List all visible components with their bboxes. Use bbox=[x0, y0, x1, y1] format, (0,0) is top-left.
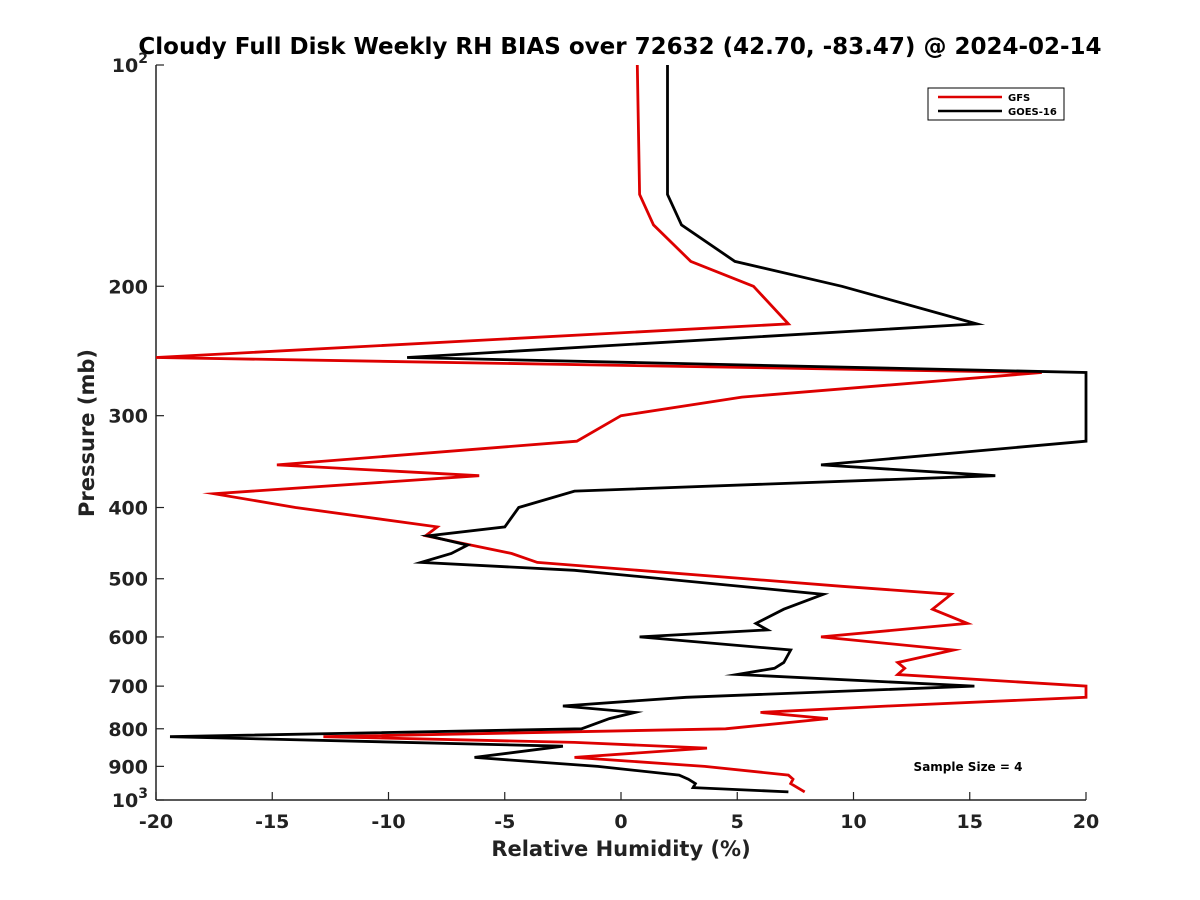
x-tick-label: -10 bbox=[371, 811, 405, 833]
x-tick-label: -20 bbox=[139, 811, 173, 833]
y-tick-label-base: 700 bbox=[108, 676, 148, 698]
x-ticks: -20 -15 -10 -5 0 5 10 15 20 bbox=[139, 792, 1099, 833]
y-tick-label: 102 bbox=[112, 51, 148, 77]
y-tick-label: 200 bbox=[108, 276, 148, 298]
y-tick-label: 500 bbox=[108, 569, 148, 591]
y-tick-label: 400 bbox=[108, 498, 148, 520]
series-line-goes16 bbox=[169, 65, 1088, 794]
x-tick-label: 20 bbox=[1073, 811, 1099, 833]
x-tick-label: 5 bbox=[731, 811, 744, 833]
chart-title: Cloudy Full Disk Weekly RH BIAS over 726… bbox=[138, 34, 1101, 60]
y-tick-label-base: 10 bbox=[112, 55, 138, 77]
y-axis-label: Pressure (mb) bbox=[75, 349, 99, 517]
x-tick-label: -15 bbox=[255, 811, 289, 833]
legend: GFS GOES-16 bbox=[927, 87, 1065, 121]
sample-size-annotation: Sample Size = 4 bbox=[914, 760, 1023, 774]
legend-label-goes16: GOES-16 bbox=[1008, 107, 1057, 118]
y-tick-label-base: 10 bbox=[112, 790, 138, 812]
y-tick-label: 300 bbox=[108, 406, 148, 428]
y-tick-label: 800 bbox=[108, 719, 148, 741]
x-axis-label: Relative Humidity (%) bbox=[491, 837, 750, 861]
y-tick-label-base: 200 bbox=[108, 276, 148, 298]
y-tick-label: 103 bbox=[112, 786, 148, 812]
x-tick-label: 15 bbox=[957, 811, 983, 833]
y-tick-label-base: 800 bbox=[108, 719, 148, 741]
y-tick-label-base: 500 bbox=[108, 569, 148, 591]
y-tick-label-base: 300 bbox=[108, 406, 148, 428]
legend-box bbox=[927, 87, 1065, 121]
y-tick-label: 700 bbox=[108, 676, 148, 698]
y-tick-label-exponent: 3 bbox=[138, 786, 148, 802]
y-tick-label-exponent: 2 bbox=[138, 51, 148, 67]
y-tick-label: 900 bbox=[108, 756, 148, 778]
legend-label-gfs: GFS bbox=[1008, 93, 1030, 104]
y-tick-label-base: 900 bbox=[108, 756, 148, 778]
x-tick-label: 0 bbox=[614, 811, 627, 833]
y-tick-label: 600 bbox=[108, 627, 148, 649]
x-tick-label: 10 bbox=[840, 811, 866, 833]
y-tick-label-base: 400 bbox=[108, 498, 148, 520]
series-layer bbox=[155, 64, 1088, 794]
y-tick-label-base: 600 bbox=[108, 627, 148, 649]
x-tick-label: -5 bbox=[494, 811, 515, 833]
